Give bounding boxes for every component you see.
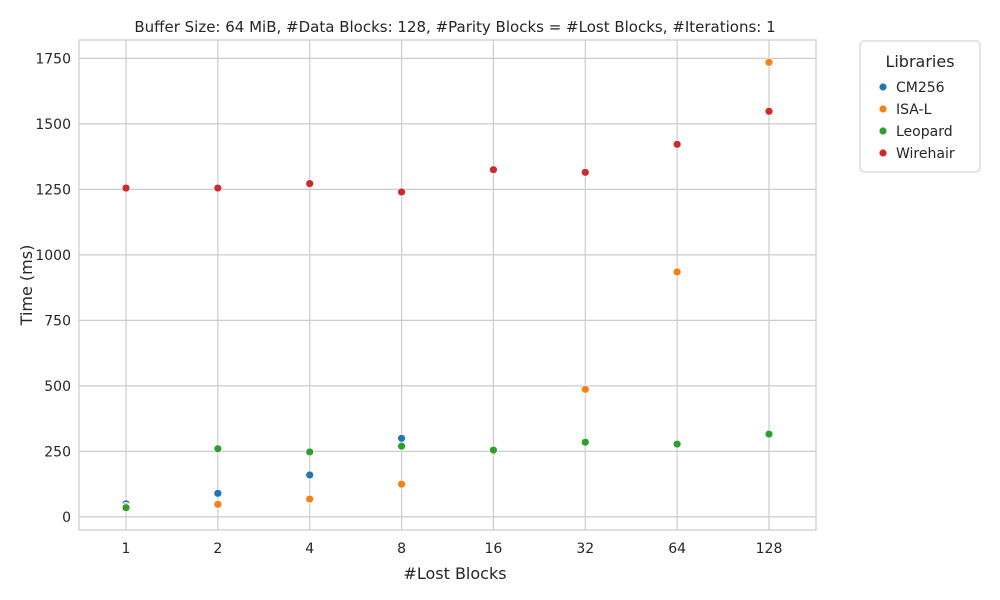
data-points	[121, 57, 774, 513]
x-tick-label: 32	[576, 541, 594, 557]
data-point	[213, 183, 223, 193]
data-point	[121, 183, 131, 193]
data-point	[213, 499, 223, 509]
data-point	[305, 447, 315, 457]
data-point	[672, 267, 682, 277]
legend-box	[859, 40, 981, 173]
legend-marker	[878, 148, 888, 158]
data-point	[121, 503, 131, 513]
data-point	[672, 139, 682, 149]
y-tick-label: 250	[44, 444, 71, 460]
data-point	[580, 167, 590, 177]
x-tick-label: 4	[305, 541, 314, 557]
y-tick-label: 1000	[35, 248, 71, 264]
data-point	[397, 441, 406, 451]
chart-title: Buffer Size: 64 MiB, #Data Blocks: 128, …	[134, 18, 775, 36]
data-point	[580, 437, 590, 447]
y-tick-label: 500	[44, 379, 71, 395]
legend-marker	[878, 126, 888, 136]
x-tick-label: 128	[756, 541, 783, 557]
data-point	[397, 187, 406, 197]
x-tick-label: 8	[397, 541, 406, 557]
legend-title: Libraries	[885, 52, 954, 71]
data-point	[305, 179, 315, 188]
legend-label: Leopard	[896, 124, 953, 140]
data-point	[397, 433, 406, 443]
y-axis-label: Time (ms)	[17, 245, 36, 327]
data-point	[305, 470, 315, 480]
data-point	[305, 494, 315, 504]
y-tick-label: 750	[44, 313, 71, 329]
legend-label: Wirehair	[896, 146, 955, 162]
data-point	[764, 429, 774, 439]
data-point	[397, 479, 406, 489]
legend-label: CM256	[896, 80, 945, 96]
data-point	[672, 439, 682, 449]
legend-label: ISA-L	[896, 102, 932, 118]
data-point	[764, 106, 774, 116]
data-point	[764, 57, 774, 67]
data-point	[489, 165, 498, 175]
legend: Libraries CM256 ISA-L Leopard Wirehair	[859, 40, 981, 173]
y-tick-label: 1500	[35, 117, 71, 133]
x-tick-label: 64	[668, 541, 686, 557]
data-point	[489, 445, 498, 455]
y-tick-label: 1750	[35, 51, 71, 67]
grid-lines	[79, 40, 816, 530]
legend-items: CM256 ISA-L Leopard Wirehair	[878, 80, 955, 162]
data-point	[213, 444, 223, 454]
x-tick-label: 1	[122, 541, 131, 557]
plot-frame	[78, 39, 817, 531]
x-tick-label: 16	[485, 541, 503, 557]
data-point	[580, 384, 590, 394]
data-point	[213, 488, 223, 498]
y-tick-label: 1250	[35, 182, 71, 198]
y-tick-label: 0	[62, 510, 71, 526]
legend-marker	[878, 82, 888, 92]
series-wirehair	[121, 106, 774, 197]
tick-labels: 0 250 500 750 1000 1250 1500 1750 1 2 4 8 16 32 64 128	[35, 51, 782, 557]
series-leopard	[121, 429, 774, 513]
legend-marker	[878, 104, 888, 114]
x-tick-label: 2	[213, 541, 222, 557]
x-axis-label: #Lost Blocks	[403, 564, 506, 583]
